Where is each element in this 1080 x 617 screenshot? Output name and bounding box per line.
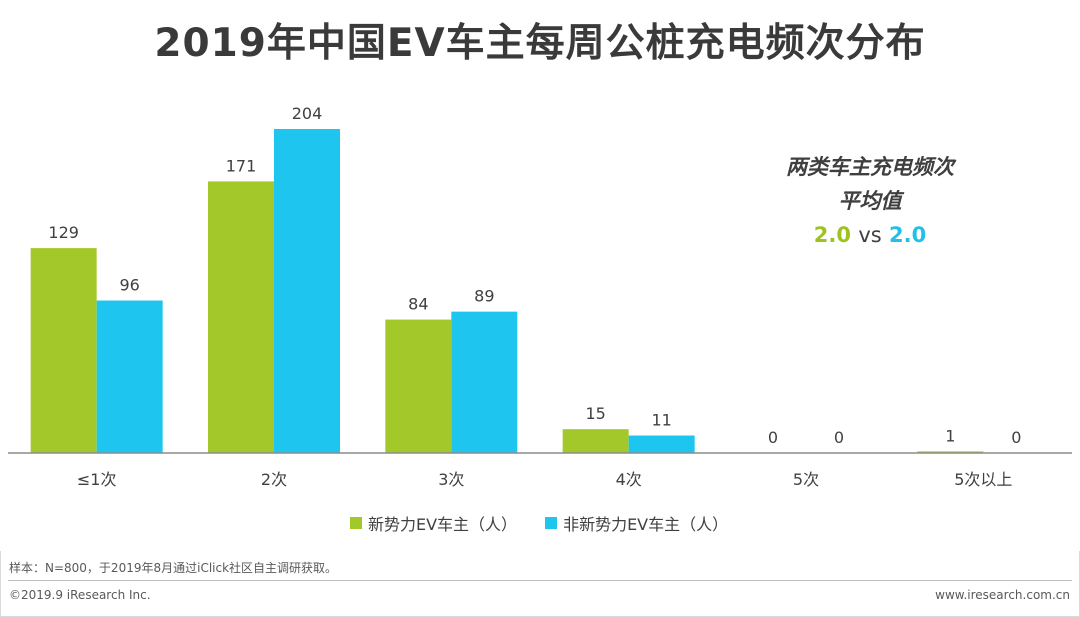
data-label-series-2: 204 [292,104,323,123]
average-value-b: 2.0 [889,223,927,247]
bar-series-1 [562,429,629,453]
data-label-series-1: 84 [408,295,428,314]
data-label-series-2: 0 [834,428,844,447]
bar-series-1 [208,181,274,453]
data-label-series-2: 89 [474,287,494,306]
bar-series-2 [96,300,163,453]
legend-swatch-series-1 [350,517,362,529]
data-label-series-1: 0 [768,428,778,447]
bar-series-1 [917,451,984,453]
annotation-line1: 两类车主充电频次 [786,155,954,179]
data-label-series-2: 11 [651,411,671,430]
website-link[interactable]: www.iresearch.com.cn [935,588,1070,602]
x-tick-label: 3次 [438,470,464,489]
legend-label-series-1: 新势力EV车主（人） [368,515,518,534]
chart-title: 2019年中国EV车主每周公桩充电频次分布 [154,21,926,66]
bar-series-1 [385,319,452,453]
data-label-series-1: 129 [48,223,79,242]
bar-series-2 [274,129,340,453]
chart-legend: 新势力EV车主（人） 非新势力EV车主（人） [350,511,756,535]
annotation-values: 2.0 vs 2.0 [760,218,980,252]
footer-divider [8,580,1072,581]
annotation-line2: 平均值 [838,189,902,213]
x-tick-label: 4次 [616,470,642,489]
legend-item-series-1: 新势力EV车主（人） [350,511,517,535]
legend-label-series-2: 非新势力EV车主（人） [563,515,729,534]
x-tick-label: 2次 [261,470,287,489]
copyright: ©2019.9 iResearch Inc. [9,588,151,602]
data-label-series-1: 1 [945,426,955,445]
average-value-a: 2.0 [813,223,851,247]
x-tick-label: 5次以上 [954,470,1012,489]
data-label-series-2: 96 [119,276,139,295]
bar-chart: 129 96 ≤1次 171 204 2次 84 89 3次 15 11 4次 0 0 5次 1 0 5次以上 [8,104,1072,489]
data-label-series-2: 0 [1011,428,1021,447]
annotation-vs: vs [858,223,882,247]
sample-note: 样本：N=800，于2019年8月通过iClick社区自主调研获取。 [9,561,338,575]
legend-swatch-series-2 [545,517,558,529]
chart-area: 129 96 ≤1次 171 204 2次 84 89 3次 15 11 4次 0 0 5次 1 0 5次以上 [0,86,1080,551]
title-band: 2019年中国EV车主每周公桩充电频次分布 [0,0,1080,86]
data-label-series-1: 171 [226,156,257,175]
bar-series-2 [451,311,518,453]
x-tick-label: ≤1次 [77,470,117,489]
data-label-series-1: 15 [585,404,605,423]
average-annotation: 两类车主充电频次 平均值 2.0 vs 2.0 [760,150,980,252]
bar-series-2 [628,435,695,453]
bar-series-1 [30,248,97,453]
x-tick-label: 5次 [793,470,819,489]
legend-item-series-2: 非新势力EV车主（人） [545,511,728,535]
